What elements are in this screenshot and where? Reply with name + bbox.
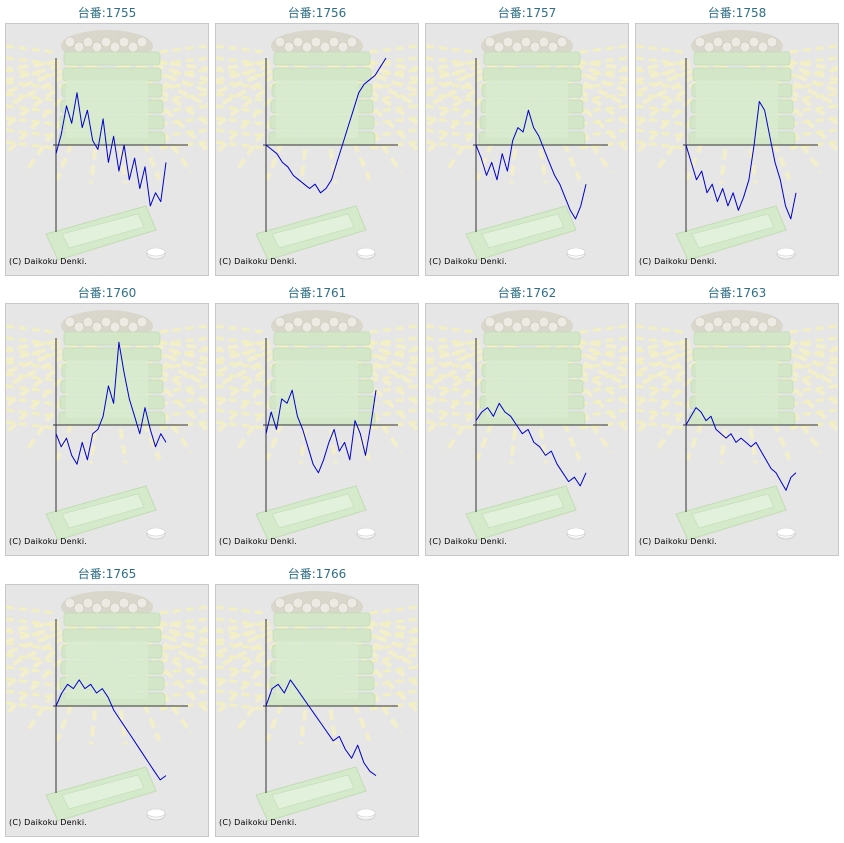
machine-title-link[interactable]: 台番:1755 — [77, 6, 137, 20]
machine-graph-1761[interactable]: (C) Daikoku Denki. — [215, 303, 419, 556]
copyright-label: (C) Daikoku Denki. — [9, 818, 88, 827]
machine-title-link[interactable]: 台番:1757 — [497, 6, 557, 20]
slump-line-series-0 — [475, 402, 587, 487]
slump-chart — [683, 58, 818, 232]
machine-title-link[interactable]: 台番:1765 — [77, 567, 137, 581]
machine-graph-1765[interactable]: (C) Daikoku Denki. — [5, 584, 209, 837]
machine-title-link[interactable]: 台番:1761 — [287, 286, 347, 300]
machine-background-illustration — [426, 310, 628, 541]
machine-graph-1758[interactable]: (C) Daikoku Denki. — [635, 23, 839, 276]
machine-graph-1760[interactable]: (C) Daikoku Denki. — [5, 303, 209, 556]
slump-chart — [263, 619, 398, 793]
copyright-label: (C) Daikoku Denki. — [9, 537, 88, 546]
slump-line-series-0 — [265, 389, 377, 474]
slump-line-series-0 — [55, 341, 167, 465]
machine-background-illustration — [216, 591, 418, 822]
machine-background-illustration — [6, 310, 208, 541]
machine-background-illustration — [216, 310, 418, 541]
copyright-label: (C) Daikoku Denki. — [9, 257, 88, 266]
slump-line-series-0 — [265, 57, 387, 194]
slump-chart — [53, 58, 188, 232]
machine-background-illustration — [6, 30, 208, 261]
machine-title-link[interactable]: 台番:1756 — [287, 6, 347, 20]
copyright-label: (C) Daikoku Denki. — [639, 537, 718, 546]
slump-chart — [53, 338, 188, 512]
machine-card-1760: 台番:1760 (C) Daikoku Denki. — [5, 280, 209, 556]
machine-card-1766: 台番:1766 (C) Daikoku Denki. — [215, 561, 419, 837]
machine-card-1765: 台番:1765 (C) Daikoku Denki. — [5, 561, 209, 837]
slump-line-series-0 — [475, 109, 587, 220]
machine-background-illustration — [426, 30, 628, 261]
copyright-label: (C) Daikoku Denki. — [429, 537, 508, 546]
machine-background-illustration — [636, 30, 838, 261]
machine-title-link[interactable]: 台番:1762 — [497, 286, 557, 300]
machine-card-1763: 台番:1763 (C) Daikoku Denki. — [635, 280, 839, 556]
machine-graph-1755[interactable]: (C) Daikoku Denki. — [5, 23, 209, 276]
copyright-label: (C) Daikoku Denki. — [639, 257, 718, 266]
machine-title-link[interactable]: 台番:1763 — [707, 286, 767, 300]
machine-title-link[interactable]: 台番:1766 — [287, 567, 347, 581]
machine-title-link[interactable]: 台番:1760 — [77, 286, 137, 300]
slump-line-series-0 — [55, 92, 167, 207]
slump-chart — [263, 338, 398, 512]
machine-card-1758: 台番:1758 (C) Daikoku Denki. — [635, 0, 839, 276]
machine-card-1757: 台番:1757 (C) Daikoku Denki. — [425, 0, 629, 276]
machine-background-illustration — [636, 310, 838, 541]
machine-graph-1757[interactable]: (C) Daikoku Denki. — [425, 23, 629, 276]
copyright-label: (C) Daikoku Denki. — [219, 537, 298, 546]
copyright-label: (C) Daikoku Denki. — [219, 257, 298, 266]
slump-chart — [263, 57, 398, 232]
slump-chart — [473, 338, 608, 512]
machine-card-1756: 台番:1756 (C) Daikoku Denki. — [215, 0, 419, 276]
copyright-label: (C) Daikoku Denki. — [219, 818, 298, 827]
slump-line-series-0 — [265, 679, 377, 777]
machine-card-1761: 台番:1761 (C) Daikoku Denki. — [215, 280, 419, 556]
machine-title-link[interactable]: 台番:1758 — [707, 6, 767, 20]
machine-graph-1763[interactable]: (C) Daikoku Denki. — [635, 303, 839, 556]
machine-graph-1762[interactable]: (C) Daikoku Denki. — [425, 303, 629, 556]
slump-chart — [53, 619, 188, 793]
machine-graph-1756[interactable]: (C) Daikoku Denki. — [215, 23, 419, 276]
machine-background-illustration — [6, 591, 208, 822]
slump-chart — [683, 338, 818, 512]
machine-graph-1766[interactable]: (C) Daikoku Denki. — [215, 584, 419, 837]
machine-card-1762: 台番:1762 (C) Daikoku Denki. — [425, 280, 629, 556]
machine-background-illustration — [216, 30, 418, 261]
slump-chart — [473, 58, 608, 232]
slump-line-series-0 — [685, 101, 797, 220]
copyright-label: (C) Daikoku Denki. — [429, 257, 508, 266]
slump-line-series-0 — [685, 407, 797, 491]
slump-line-series-0 — [55, 679, 167, 781]
machine-card-1755: 台番:1755 (C) Daikoku Denki. — [5, 0, 209, 276]
